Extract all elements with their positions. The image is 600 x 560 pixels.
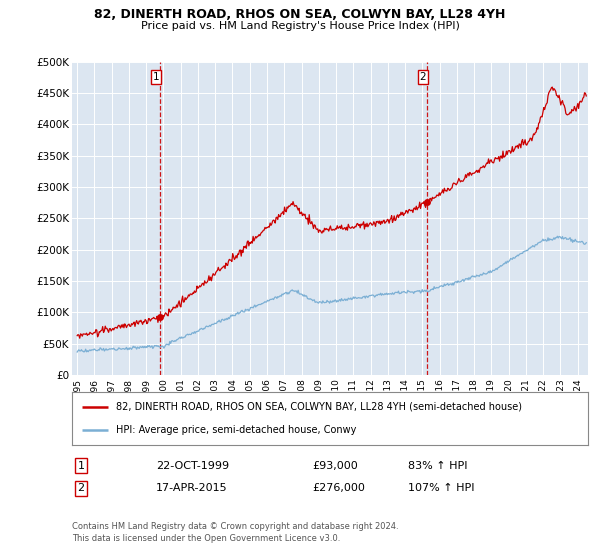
Text: This data is licensed under the Open Government Licence v3.0.: This data is licensed under the Open Gov… [72,534,340,543]
Text: 83% ↑ HPI: 83% ↑ HPI [408,461,467,471]
Text: 1: 1 [77,461,85,471]
Text: 82, DINERTH ROAD, RHOS ON SEA, COLWYN BAY, LL28 4YH (semi-detached house): 82, DINERTH ROAD, RHOS ON SEA, COLWYN BA… [116,402,522,412]
Text: HPI: Average price, semi-detached house, Conwy: HPI: Average price, semi-detached house,… [116,425,356,435]
Text: £276,000: £276,000 [312,483,365,493]
Text: 2: 2 [77,483,85,493]
Text: Contains HM Land Registry data © Crown copyright and database right 2024.: Contains HM Land Registry data © Crown c… [72,522,398,531]
Text: 1: 1 [152,72,159,82]
Text: £93,000: £93,000 [312,461,358,471]
Text: 2: 2 [420,72,427,82]
Text: 22-OCT-1999: 22-OCT-1999 [156,461,229,471]
Text: Price paid vs. HM Land Registry's House Price Index (HPI): Price paid vs. HM Land Registry's House … [140,21,460,31]
Text: 107% ↑ HPI: 107% ↑ HPI [408,483,475,493]
Text: 17-APR-2015: 17-APR-2015 [156,483,227,493]
Text: 82, DINERTH ROAD, RHOS ON SEA, COLWYN BAY, LL28 4YH: 82, DINERTH ROAD, RHOS ON SEA, COLWYN BA… [94,8,506,21]
